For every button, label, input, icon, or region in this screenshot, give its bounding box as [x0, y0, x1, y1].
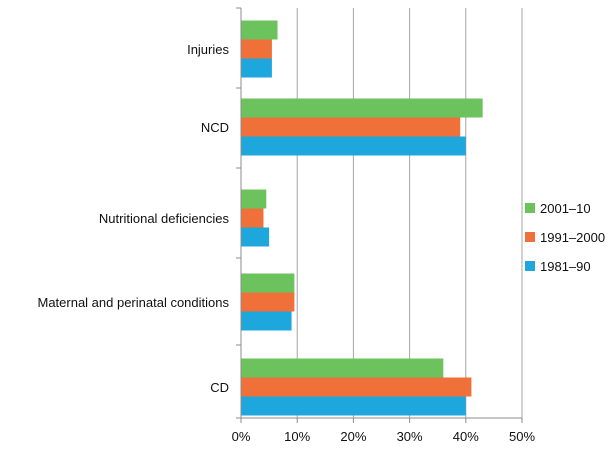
- gridlines: [296, 8, 523, 418]
- legend-label: 2001–10: [540, 201, 591, 216]
- category-label: Nutritional deficiencies: [99, 211, 230, 226]
- legend-swatch: [525, 232, 535, 242]
- x-tick-label: 30%: [397, 429, 423, 444]
- bar-ncd-series-2: [241, 117, 461, 137]
- legend: 2001–10 1991–2000 1981–90: [525, 201, 605, 274]
- bars: [241, 20, 483, 416]
- bar-nutritional-deficiencies-series-2: [241, 208, 264, 228]
- bar-maternal-and-perinatal-conditions-series-1: [241, 273, 295, 293]
- bar-ncd-series-1: [241, 98, 483, 118]
- x-tick-label: 0%: [232, 429, 251, 444]
- x-tick-label: 10%: [284, 429, 310, 444]
- x-tick-label: 40%: [453, 429, 479, 444]
- bar-cd-series-1: [241, 358, 444, 378]
- x-tick-label: 50%: [509, 429, 535, 444]
- bar-maternal-and-perinatal-conditions-series-2: [241, 292, 295, 312]
- bar-maternal-and-perinatal-conditions-series-3: [241, 311, 292, 331]
- category-label: CD: [210, 380, 229, 395]
- bar-cd-series-2: [241, 377, 472, 397]
- x-tick-label: 20%: [340, 429, 366, 444]
- bar-cd-series-3: [241, 396, 466, 416]
- bar-injuries-series-3: [241, 58, 272, 78]
- category-label: NCD: [201, 120, 229, 135]
- tick-labels: 0% 10% 20% 30% 40% 50%: [232, 429, 536, 444]
- category-label: Maternal and perinatal conditions: [37, 295, 229, 310]
- bar-injuries-series-2: [241, 39, 272, 59]
- bar-injuries-series-1: [241, 20, 278, 40]
- legend-label: 1981–90: [540, 259, 591, 274]
- axes: [236, 7, 523, 423]
- legend-swatch: [525, 261, 535, 271]
- bar-nutritional-deficiencies-series-1: [241, 189, 267, 209]
- legend-swatch: [525, 203, 535, 213]
- legend-label: 1991–2000: [540, 230, 605, 245]
- bar-ncd-series-3: [241, 136, 466, 156]
- category-label: Injuries: [187, 42, 229, 57]
- category-labels: Injuries NCD Nutritional deficiencies Mater…: [37, 42, 229, 395]
- bar-nutritional-deficiencies-series-3: [241, 227, 270, 247]
